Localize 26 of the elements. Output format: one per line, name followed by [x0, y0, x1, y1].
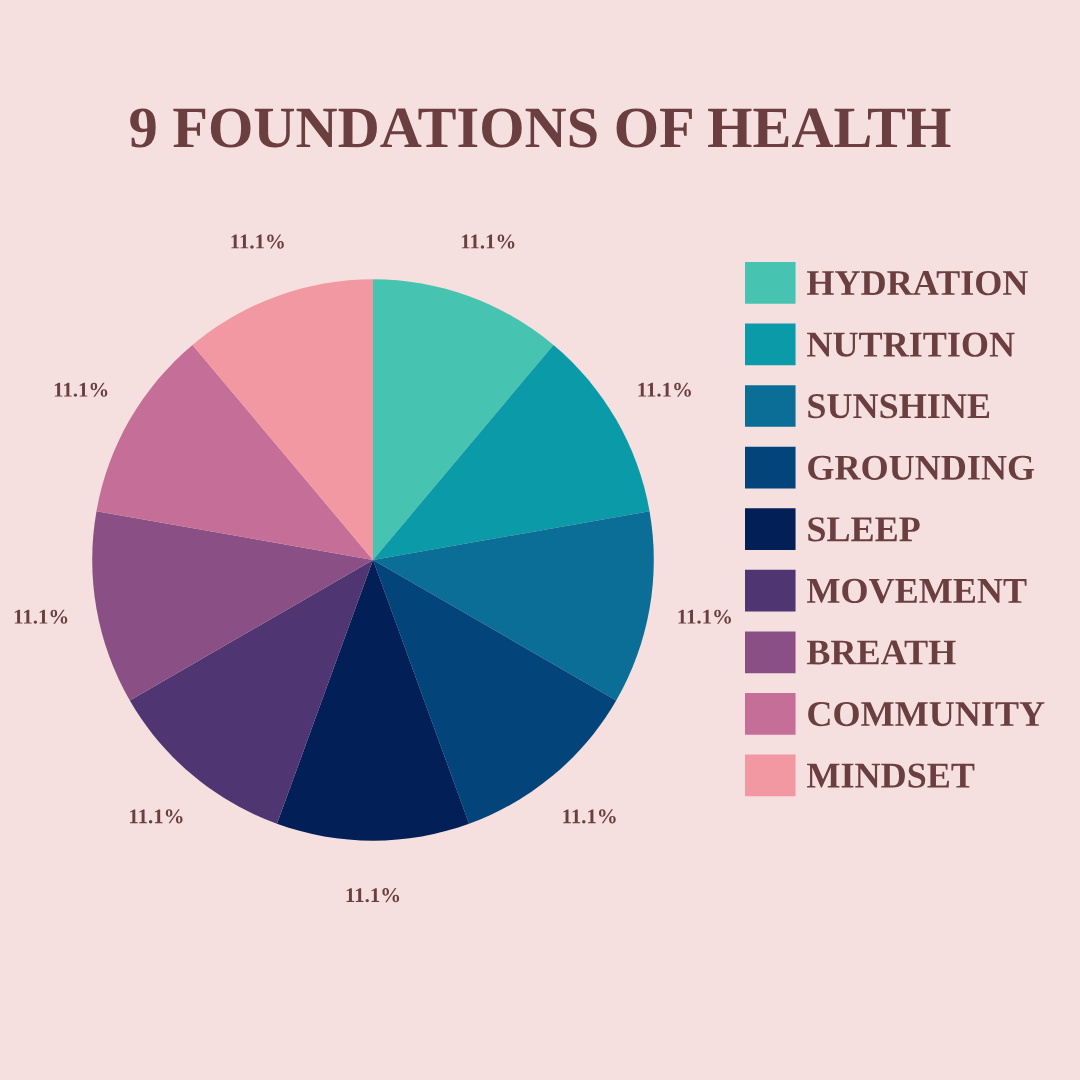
data-label: 11.1%: [346, 888, 400, 903]
pie-slice: [276, 560, 470, 841]
pie-slice: [129, 560, 373, 824]
data-label: 11.1%: [231, 234, 284, 249]
legend-label: HYDRATION: [807, 270, 1028, 296]
data-label: 11.1%: [130, 809, 183, 824]
data-label: 11.1%: [563, 809, 616, 824]
pie-slice: [373, 511, 654, 701]
legend-label: MINDSET: [807, 763, 975, 788]
legend-label: BREATH: [806, 640, 956, 665]
data-label: 11.1%: [678, 609, 731, 624]
legend-label: MOVEMENT: [807, 578, 1027, 604]
data-label: 11.1%: [54, 382, 108, 397]
legend-label: NUTRITION: [807, 332, 1015, 357]
legend-label: COMMUNITY: [808, 701, 1045, 727]
pie-slice: [92, 511, 373, 701]
legend-label: GROUNDING: [808, 455, 1035, 480]
legend-label: SLEEP: [808, 517, 920, 542]
pie-slice: [373, 560, 617, 824]
data-label: 11.1%: [461, 234, 515, 249]
legend-label: SUNSHINE: [808, 394, 990, 419]
pie-slice: [373, 279, 554, 560]
pie-slice: [192, 279, 373, 560]
chart-title: 9 FOUNDATIONS OF HEALTH: [130, 108, 951, 148]
data-label: 11.1%: [638, 382, 691, 397]
data-label: 11.1%: [14, 609, 68, 624]
